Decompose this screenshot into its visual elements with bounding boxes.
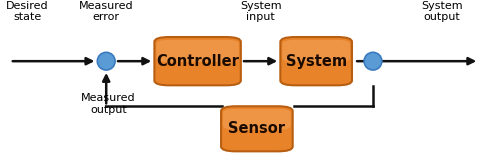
Ellipse shape (97, 52, 115, 70)
FancyBboxPatch shape (223, 109, 290, 130)
Text: Desired
state: Desired state (6, 1, 48, 22)
FancyBboxPatch shape (280, 37, 352, 85)
Text: System
output: System output (421, 1, 463, 22)
Text: Controller: Controller (156, 54, 239, 69)
FancyBboxPatch shape (221, 106, 292, 151)
Ellipse shape (364, 52, 382, 70)
Text: Measured
output: Measured output (82, 93, 136, 115)
Text: Measured
error: Measured error (79, 1, 133, 22)
Text: Sensor: Sensor (228, 121, 286, 136)
FancyBboxPatch shape (282, 40, 350, 62)
Text: System
input: System input (240, 1, 282, 22)
Text: System: System (286, 54, 347, 69)
FancyBboxPatch shape (154, 37, 241, 85)
FancyBboxPatch shape (156, 40, 239, 62)
